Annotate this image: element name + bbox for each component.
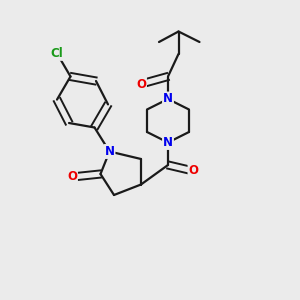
Text: O: O: [188, 164, 199, 178]
Text: N: N: [163, 92, 173, 106]
Text: O: O: [67, 170, 77, 184]
Text: N: N: [163, 136, 173, 149]
Text: Cl: Cl: [51, 47, 63, 60]
Text: O: O: [136, 77, 146, 91]
Text: N: N: [104, 145, 115, 158]
